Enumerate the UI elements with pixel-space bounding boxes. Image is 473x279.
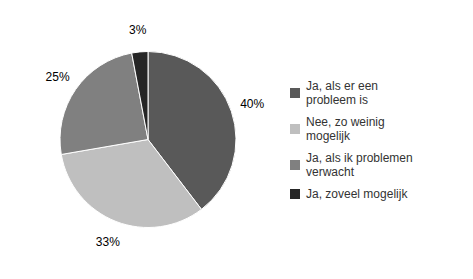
svg-text:33%: 33%: [96, 235, 120, 249]
svg-text:40%: 40%: [240, 97, 264, 111]
svg-text:25%: 25%: [46, 70, 70, 84]
html-text:Ja, als ik problemen verwacht: Ja, als ik problemen verwacht: [306, 150, 413, 179]
svg-text:3%: 3%: [129, 23, 147, 37]
html-text:Nee, zo weinig mogelijk: Nee, zo weinig mogelijk: [306, 114, 385, 143]
html-text:Ja, als er een probleem is: Ja, als er een probleem is: [306, 78, 378, 107]
html-text:Ja, zoveel mogelijk: Ja, zoveel mogelijk: [306, 186, 408, 201]
